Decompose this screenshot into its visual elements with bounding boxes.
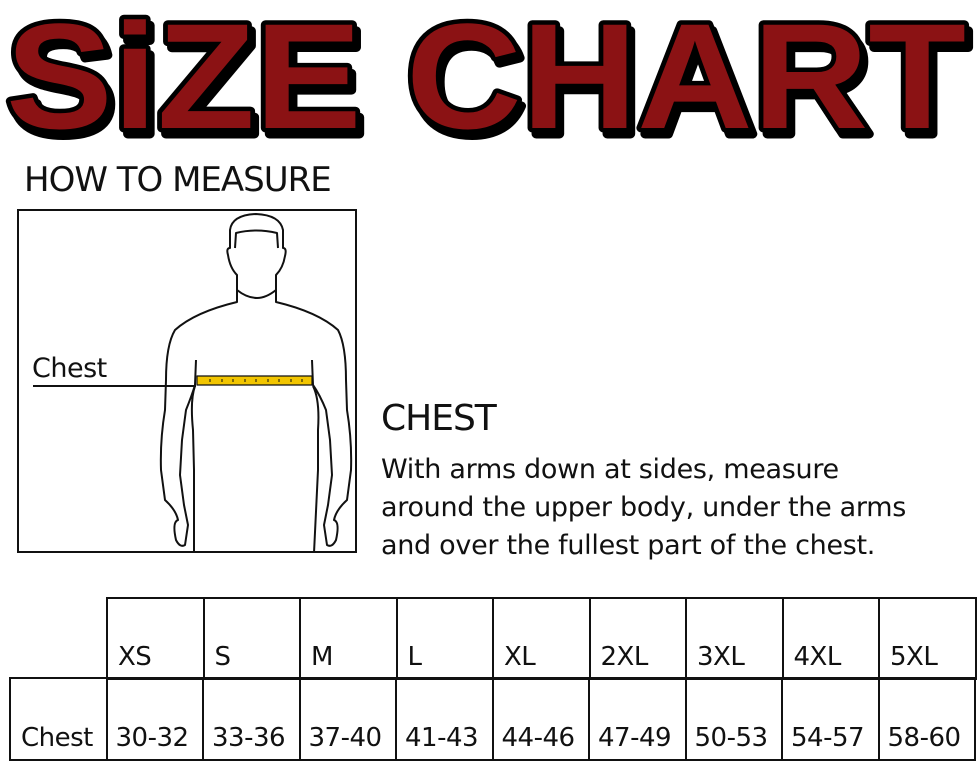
chest-value: 54-57 xyxy=(781,677,880,761)
chest-measurement-row: Chest 30-32 33-36 37-40 41-43 44-46 47-4… xyxy=(9,677,976,761)
chest-value: 41-43 xyxy=(395,677,494,761)
measuring-tape xyxy=(196,375,313,386)
size-header: 5XL xyxy=(878,597,977,680)
row-label: Chest xyxy=(9,677,108,761)
size-header: S xyxy=(202,597,301,680)
title-text: SiZE CHART xyxy=(6,0,966,150)
size-header: 4XL xyxy=(781,597,880,680)
chest-figure-label: Chest xyxy=(32,353,107,384)
size-header: 2XL xyxy=(588,597,687,680)
chest-value: 44-46 xyxy=(491,677,590,761)
right-body-outline xyxy=(275,290,353,554)
instruction-line: With arms down at sides, measure xyxy=(381,454,839,485)
size-header: 3XL xyxy=(685,597,784,680)
tape-ticks xyxy=(209,379,303,382)
size-header-row: XS S M L XL 2XL 3XL 4XL 5XL xyxy=(106,597,977,680)
how-to-measure-heading: HOW TO MEASURE xyxy=(24,160,332,200)
left-body-outline xyxy=(159,290,238,553)
chest-value: 33-36 xyxy=(202,677,301,761)
size-header: XS xyxy=(106,597,205,680)
chest-value: 58-60 xyxy=(877,677,976,761)
chest-value: 37-40 xyxy=(298,677,397,761)
size-header: M xyxy=(299,597,398,680)
measurement-figure-box xyxy=(17,209,357,553)
head-outline xyxy=(226,213,287,299)
chest-value: 30-32 xyxy=(105,677,204,761)
chest-value: 47-49 xyxy=(588,677,687,761)
chest-heading: CHEST xyxy=(381,398,497,439)
chest-value: 50-53 xyxy=(684,677,783,761)
size-chart-title: SiZE CHART xyxy=(2,0,971,150)
instruction-line: and over the fullest part of the chest. xyxy=(381,530,876,561)
instruction-line: around the upper body, under the arms xyxy=(381,492,907,523)
size-header: L xyxy=(395,597,494,680)
size-header: XL xyxy=(492,597,591,680)
